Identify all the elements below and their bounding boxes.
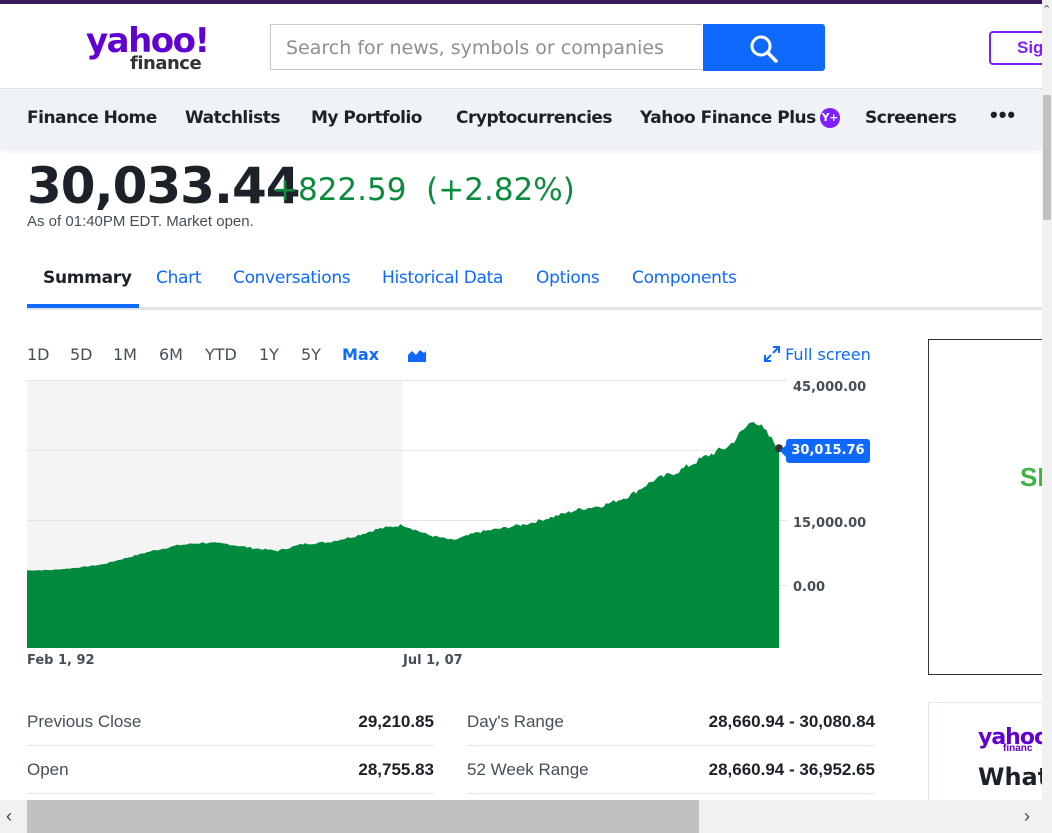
vertical-scrollbar[interactable]: ⌃ bbox=[1042, 0, 1052, 800]
main-nav: Finance Home Watchlists My Portfolio Cry… bbox=[0, 89, 1042, 149]
y-tick-label: 45,000.00 bbox=[793, 380, 867, 395]
horizontal-scrollbar[interactable]: ‹ › bbox=[0, 800, 1052, 833]
search-input[interactable] bbox=[284, 26, 708, 70]
search-icon bbox=[750, 35, 778, 63]
range-max[interactable]: Max bbox=[342, 345, 380, 364]
range-1y[interactable]: 1Y bbox=[259, 345, 279, 364]
stat-value: 29,210.85 bbox=[358, 712, 434, 731]
ad-card-logo-sub: financ bbox=[1003, 743, 1033, 754]
price-chart[interactable] bbox=[27, 380, 877, 680]
quote-timestamp: As of 01:40PM EDT. Market open. bbox=[27, 213, 254, 230]
search-button[interactable] bbox=[703, 24, 825, 71]
tab-historical-data[interactable]: Historical Data bbox=[382, 268, 504, 288]
ad-card-logo: yahoo. bbox=[978, 725, 1042, 750]
search-box bbox=[270, 24, 708, 70]
stat-value: 28,660.94 - 36,952.65 bbox=[708, 760, 875, 779]
quote-change: +822.59 (+2.82%) bbox=[272, 172, 575, 208]
nav-plus-label: Yahoo Finance Plus bbox=[640, 108, 816, 128]
stat-value: 28,755.83 bbox=[358, 760, 434, 779]
nav-yahoo-finance-plus[interactable]: Yahoo Finance Plus Y+ bbox=[640, 108, 840, 128]
x-tick-label: Jul 1, 07 bbox=[403, 653, 463, 668]
x-tick-label: Feb 1, 92 bbox=[27, 653, 95, 668]
ad-banner-text: SI bbox=[1020, 462, 1045, 492]
header: yahoo! finance Sig bbox=[0, 4, 1052, 89]
yahoo-finance-logo[interactable]: yahoo! finance bbox=[86, 24, 216, 80]
more-menu-icon[interactable]: ••• bbox=[990, 102, 1017, 127]
top-accent-bar bbox=[0, 0, 1052, 4]
price-chart-svg bbox=[27, 380, 787, 648]
quote-price: 30,033.44 bbox=[27, 157, 301, 215]
expand-icon bbox=[764, 346, 780, 362]
stat-value: 28,660.94 - 30,080.84 bbox=[708, 712, 875, 731]
range-5d[interactable]: 5D bbox=[70, 345, 93, 364]
stat-row: Open 28,755.83 bbox=[27, 746, 434, 794]
tab-summary[interactable]: Summary bbox=[43, 268, 132, 288]
tab-conversations[interactable]: Conversations bbox=[233, 268, 351, 288]
quote-change-value: +822.59 bbox=[272, 172, 407, 208]
vertical-scroll-thumb[interactable] bbox=[1043, 95, 1051, 220]
ad-banner[interactable]: SI bbox=[928, 339, 1052, 675]
scroll-right-icon[interactable]: › bbox=[1024, 806, 1030, 826]
nav-screeners[interactable]: Screeners bbox=[865, 108, 957, 128]
plus-badge-icon: Y+ bbox=[819, 108, 840, 128]
logo-main: yahoo! bbox=[86, 21, 210, 61]
ad-card-headline: What bbox=[978, 763, 1042, 791]
scroll-up-icon[interactable]: ⌃ bbox=[1042, 4, 1052, 16]
stat-label: 52 Week Range bbox=[467, 760, 589, 779]
tab-components[interactable]: Components bbox=[632, 268, 737, 288]
tab-chart[interactable]: Chart bbox=[156, 268, 202, 288]
nav-cryptocurrencies[interactable]: Cryptocurrencies bbox=[456, 108, 613, 128]
scroll-left-icon[interactable]: ‹ bbox=[6, 806, 12, 826]
active-tab-indicator bbox=[27, 304, 139, 308]
y-tick-label: 0.00 bbox=[793, 580, 826, 595]
fullscreen-label: Full screen bbox=[785, 345, 871, 364]
horizontal-scroll-thumb[interactable] bbox=[27, 800, 699, 833]
tab-options[interactable]: Options bbox=[536, 268, 600, 288]
range-1m[interactable]: 1M bbox=[113, 345, 137, 364]
price-area-series bbox=[27, 422, 779, 648]
last-price-tag: 30,015.76 bbox=[780, 439, 870, 463]
range-ytd[interactable]: YTD bbox=[205, 345, 237, 364]
fullscreen-button[interactable]: Full screen bbox=[764, 345, 871, 364]
ad-card[interactable]: yahoo. financ What bbox=[928, 702, 1042, 812]
stat-row: Previous Close 29,210.85 bbox=[27, 698, 434, 746]
quote-tabs: Summary Chart Conversations Historical D… bbox=[27, 258, 1042, 310]
stat-row: Day's Range 28,660.94 - 30,080.84 bbox=[467, 698, 875, 746]
range-1d[interactable]: 1D bbox=[27, 345, 50, 364]
range-6m[interactable]: 6M bbox=[159, 345, 183, 364]
logo-sub: finance bbox=[130, 53, 202, 74]
range-5y[interactable]: 5Y bbox=[301, 345, 321, 364]
nav-my-portfolio[interactable]: My Portfolio bbox=[311, 108, 422, 128]
nav-watchlists[interactable]: Watchlists bbox=[185, 108, 280, 128]
stat-label: Open bbox=[27, 760, 69, 779]
nav-finance-home[interactable]: Finance Home bbox=[27, 108, 157, 128]
area-chart-icon[interactable] bbox=[408, 348, 426, 362]
sign-in-button[interactable]: Sig bbox=[989, 31, 1052, 65]
stat-label: Day's Range bbox=[467, 712, 564, 731]
stat-label: Previous Close bbox=[27, 712, 142, 731]
stat-row: 52 Week Range 28,660.94 - 36,952.65 bbox=[467, 746, 875, 794]
y-tick-label: 15,000.00 bbox=[793, 516, 867, 531]
quote-change-percent: (+2.82%) bbox=[426, 172, 575, 208]
